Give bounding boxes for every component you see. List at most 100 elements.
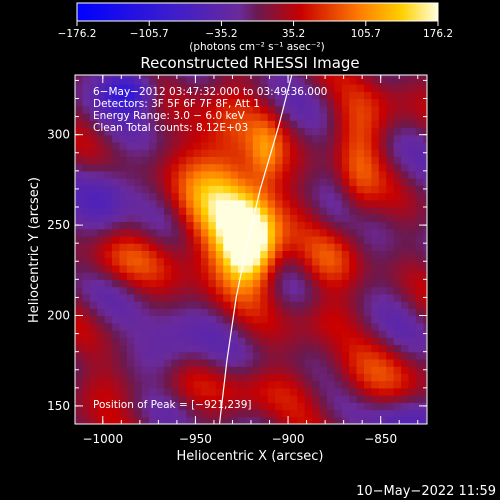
heatmap-cell <box>371 207 380 215</box>
heatmap-cell <box>156 351 165 360</box>
heatmap-cell <box>378 293 387 302</box>
heatmap-cell <box>326 286 335 295</box>
heatmap-cell <box>186 358 195 367</box>
heatmap-cell <box>297 301 306 309</box>
heatmap-cell <box>208 76 217 85</box>
heatmap-cell <box>215 76 224 85</box>
heatmap-cell <box>223 91 232 100</box>
heatmap-cell <box>245 373 254 382</box>
heatmap-cell <box>282 192 291 201</box>
heatmap-cell <box>156 127 165 136</box>
heatmap-cell <box>230 228 239 237</box>
heatmap-cell <box>312 308 321 317</box>
heatmap-cell <box>401 91 410 100</box>
heatmap-cell <box>193 337 202 346</box>
heatmap-cell <box>97 250 106 259</box>
heatmap-cell <box>230 141 239 150</box>
heatmap-cell <box>371 75 380 78</box>
heatmap-cell <box>408 228 417 237</box>
heatmap-cell <box>364 380 373 389</box>
heatmap-cell <box>356 199 365 208</box>
heatmap-cell <box>341 178 350 186</box>
heatmap-cell <box>245 264 254 273</box>
heatmap-cell <box>134 293 143 302</box>
heatmap-cell <box>89 380 98 389</box>
heatmap-cell <box>193 214 202 223</box>
heatmap-cell <box>386 409 395 418</box>
heatmap-cell <box>282 214 291 223</box>
heatmap-cell <box>126 315 135 324</box>
heatmap-cell <box>186 170 195 179</box>
heatmap-cell <box>415 235 424 244</box>
heatmap-cell <box>297 337 306 346</box>
heatmap-cell <box>312 351 321 360</box>
heatmap-cell <box>260 199 269 208</box>
heatmap-cell <box>341 221 350 230</box>
heatmap-cell <box>393 141 402 150</box>
heatmap-cell <box>245 315 254 324</box>
heatmap-cell <box>149 149 158 157</box>
heatmap-cell <box>289 178 298 186</box>
heatmap-cell <box>149 76 158 85</box>
heatmap-cell <box>178 91 187 100</box>
heatmap-cell <box>238 387 247 396</box>
heatmap-cell <box>238 351 247 360</box>
heatmap-cell <box>208 322 217 331</box>
heatmap-cell <box>371 91 380 100</box>
heatmap-cell <box>393 387 402 396</box>
heatmap-cell <box>171 301 180 309</box>
heatmap-cell <box>149 243 158 251</box>
heatmap-cell <box>312 257 321 266</box>
heatmap-cell <box>230 127 239 136</box>
heatmap-cell <box>319 358 328 367</box>
heatmap-cell <box>104 366 113 374</box>
heatmap-cell <box>97 127 106 136</box>
heatmap-cell <box>156 243 165 251</box>
heatmap-cell <box>386 344 395 353</box>
heatmap-cell <box>349 351 358 360</box>
heatmap-cell <box>326 293 335 302</box>
heatmap-cell <box>252 366 261 374</box>
heatmap-cell <box>341 185 350 194</box>
heatmap-cell <box>401 98 410 107</box>
heatmap-cell <box>230 358 239 367</box>
heatmap-cell <box>304 105 313 114</box>
heatmap-cell <box>141 228 150 237</box>
heatmap-cell <box>275 409 284 418</box>
heatmap-cell <box>223 250 232 259</box>
heatmap-cell <box>289 264 298 273</box>
heatmap-cell <box>75 409 84 418</box>
heatmap-cell <box>156 308 165 317</box>
heatmap-cell <box>82 84 91 92</box>
heatmap-cell <box>326 98 335 107</box>
heatmap-cell <box>193 228 202 237</box>
heatmap-cell <box>208 207 217 215</box>
heatmap-cell <box>163 373 172 382</box>
heatmap-cell <box>289 170 298 179</box>
heatmap-cell <box>215 199 224 208</box>
heatmap-cell <box>215 358 224 367</box>
heatmap-cell <box>312 243 321 251</box>
heatmap-cell <box>112 120 121 129</box>
heatmap-cell <box>230 286 239 295</box>
heatmap-cell <box>82 315 91 324</box>
heatmap-cell <box>364 272 373 280</box>
heatmap-cell <box>134 84 143 92</box>
heatmap-cell <box>97 84 106 92</box>
heatmap-cell <box>334 308 343 317</box>
heatmap-cell <box>178 120 187 129</box>
heatmap-cell <box>112 207 121 215</box>
heatmap-cell <box>75 366 84 374</box>
heatmap-cell <box>349 250 358 259</box>
heatmap-cell <box>408 409 417 418</box>
heatmap-cell <box>393 228 402 237</box>
heatmap-cell <box>75 170 84 179</box>
heatmap-cell <box>178 329 187 338</box>
heatmap-cell <box>112 351 121 360</box>
heatmap-cell <box>423 373 427 382</box>
heatmap-cell <box>245 214 254 223</box>
heatmap-cell <box>267 149 276 157</box>
heatmap-cell <box>386 134 395 143</box>
heatmap-cell <box>386 178 395 186</box>
heatmap-cell <box>260 301 269 309</box>
